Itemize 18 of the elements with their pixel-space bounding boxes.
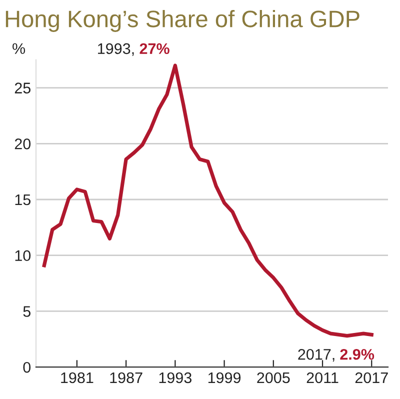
y-axis-title: % bbox=[12, 43, 26, 54]
y-tick-label: 0 bbox=[23, 362, 31, 373]
x-tick-label: 1999 bbox=[208, 372, 241, 384]
x-tick-label: 1993 bbox=[159, 372, 192, 384]
x-tick-label: 2005 bbox=[257, 372, 290, 384]
annotation: 2017, 2.9% bbox=[298, 348, 374, 362]
x-tick-label: 1981 bbox=[61, 372, 94, 384]
y-tick-label: 20 bbox=[14, 138, 31, 150]
y-tick-label: 5 bbox=[23, 306, 30, 317]
x-tick-label: 2017 bbox=[355, 372, 388, 384]
y-tick-label: 15 bbox=[15, 194, 30, 206]
chart-title: Hong Kong’s Share of China GDP bbox=[6, 10, 360, 32]
y-tick-label: 25 bbox=[14, 82, 30, 94]
annotation: 1993, 27% bbox=[98, 43, 170, 56]
x-tick-label: 1987 bbox=[110, 372, 142, 384]
y-tick-label: 10 bbox=[15, 250, 31, 262]
line-series bbox=[42, 64, 374, 338]
x-tick-label: 2011 bbox=[306, 372, 338, 384]
